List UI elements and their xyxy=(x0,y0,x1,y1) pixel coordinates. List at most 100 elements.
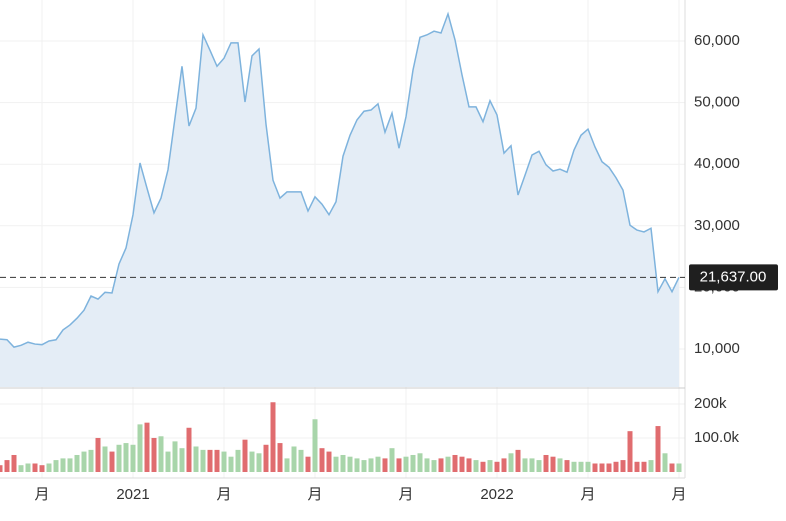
x-tick-label: 月 xyxy=(671,486,686,503)
volume-bar xyxy=(11,454,17,472)
x-tick-label: 月 xyxy=(34,486,49,503)
volume-bar xyxy=(200,449,206,472)
volume-bar xyxy=(466,458,472,472)
volume-bar xyxy=(18,465,24,472)
volume-bar xyxy=(319,448,325,472)
volume-bar xyxy=(347,456,353,472)
volume-bar xyxy=(116,444,122,472)
volume-bar xyxy=(648,460,654,472)
volume-bar xyxy=(81,451,87,472)
volume-bar xyxy=(67,458,73,472)
x-tick-label: 月 xyxy=(307,486,322,503)
volume-bar xyxy=(571,461,577,472)
volume-bar xyxy=(473,460,479,472)
volume-bar xyxy=(529,458,535,472)
volume-bar xyxy=(193,446,199,472)
volume-bar xyxy=(585,461,591,472)
volume-bar xyxy=(277,443,283,472)
volume-bar xyxy=(361,460,367,472)
volume-bar xyxy=(263,444,269,472)
volume-bar xyxy=(242,439,248,472)
volume-bar xyxy=(172,441,178,472)
volume-bar xyxy=(410,454,416,472)
volume-bar xyxy=(634,461,640,472)
price-area xyxy=(0,13,679,388)
volume-bar xyxy=(207,449,213,472)
volume-bar xyxy=(305,456,311,472)
volume-bar xyxy=(494,461,500,472)
volume-bar xyxy=(88,449,94,472)
volume-bar xyxy=(270,402,276,472)
volume-bar xyxy=(368,458,374,472)
x-tick-label: 2021 xyxy=(116,486,149,503)
y-tick-label: 60,000 xyxy=(694,32,740,49)
volume-bar xyxy=(508,453,514,472)
y-tick-label: 50,000 xyxy=(694,94,740,111)
volume-bar xyxy=(74,454,80,472)
volume-bar xyxy=(424,458,430,472)
last-price-label: 21,637.00 xyxy=(700,268,767,285)
volume-bar xyxy=(515,449,521,472)
volume-bar xyxy=(340,454,346,472)
volume-bar xyxy=(522,458,528,472)
volume-bar xyxy=(137,424,143,472)
volume-bar xyxy=(655,426,661,472)
volume-bar xyxy=(165,451,171,472)
volume-bar xyxy=(445,456,451,472)
volume-bar xyxy=(0,465,3,472)
volume-bar xyxy=(158,436,164,472)
volume-bar xyxy=(102,446,108,472)
volume-bar xyxy=(186,427,192,472)
volume-bar xyxy=(620,460,626,472)
volume-bar xyxy=(25,463,31,472)
volume-bar xyxy=(396,458,402,472)
volume-bar xyxy=(46,463,52,472)
volume-bar xyxy=(151,437,157,472)
volume-bar xyxy=(179,448,185,472)
volume-bar xyxy=(578,461,584,472)
volume-bar xyxy=(431,460,437,472)
volume-bar xyxy=(438,458,444,472)
volume-bar xyxy=(627,431,633,472)
volume-bar xyxy=(291,446,297,472)
volume-bar xyxy=(403,456,409,472)
volume-bar xyxy=(249,451,255,472)
volume-bar xyxy=(459,456,465,472)
volume-bar xyxy=(256,453,262,472)
volume-bar xyxy=(354,458,360,472)
volume-bar xyxy=(599,463,605,472)
y-tick-label: 30,000 xyxy=(694,217,740,234)
volume-bar xyxy=(557,458,563,472)
volume-bar xyxy=(214,449,220,472)
volume-bar xyxy=(606,463,612,472)
volume-bar xyxy=(564,460,570,472)
volume-bar xyxy=(228,456,234,472)
volume-bar xyxy=(39,465,45,472)
volume-bar xyxy=(389,448,395,472)
price-line xyxy=(0,11,680,348)
volume-bar xyxy=(95,437,101,472)
volume-bar xyxy=(543,454,549,472)
volume-bar xyxy=(221,451,227,472)
x-tick-label: 月 xyxy=(216,486,231,503)
volume-bar xyxy=(326,451,332,472)
volume-bar xyxy=(32,463,38,472)
volume-tick-label: 200k xyxy=(694,395,727,412)
x-tick-label: 月 xyxy=(580,486,595,503)
volume-bar xyxy=(235,449,241,472)
volume-bar xyxy=(312,419,318,472)
y-tick-label: 40,000 xyxy=(694,155,740,172)
volume-bar xyxy=(4,460,10,472)
volume-bar xyxy=(536,460,542,472)
volume-bar xyxy=(417,453,423,472)
volume-bar xyxy=(487,460,493,472)
volume-bar xyxy=(641,461,647,472)
volume-bar xyxy=(298,449,304,472)
volume-bar xyxy=(662,453,668,472)
x-tick-label: 月 xyxy=(398,486,413,503)
volume-bar xyxy=(130,444,136,472)
volume-bar xyxy=(669,463,675,472)
volume-bar xyxy=(382,458,388,472)
y-tick-label: 10,000 xyxy=(694,340,740,357)
